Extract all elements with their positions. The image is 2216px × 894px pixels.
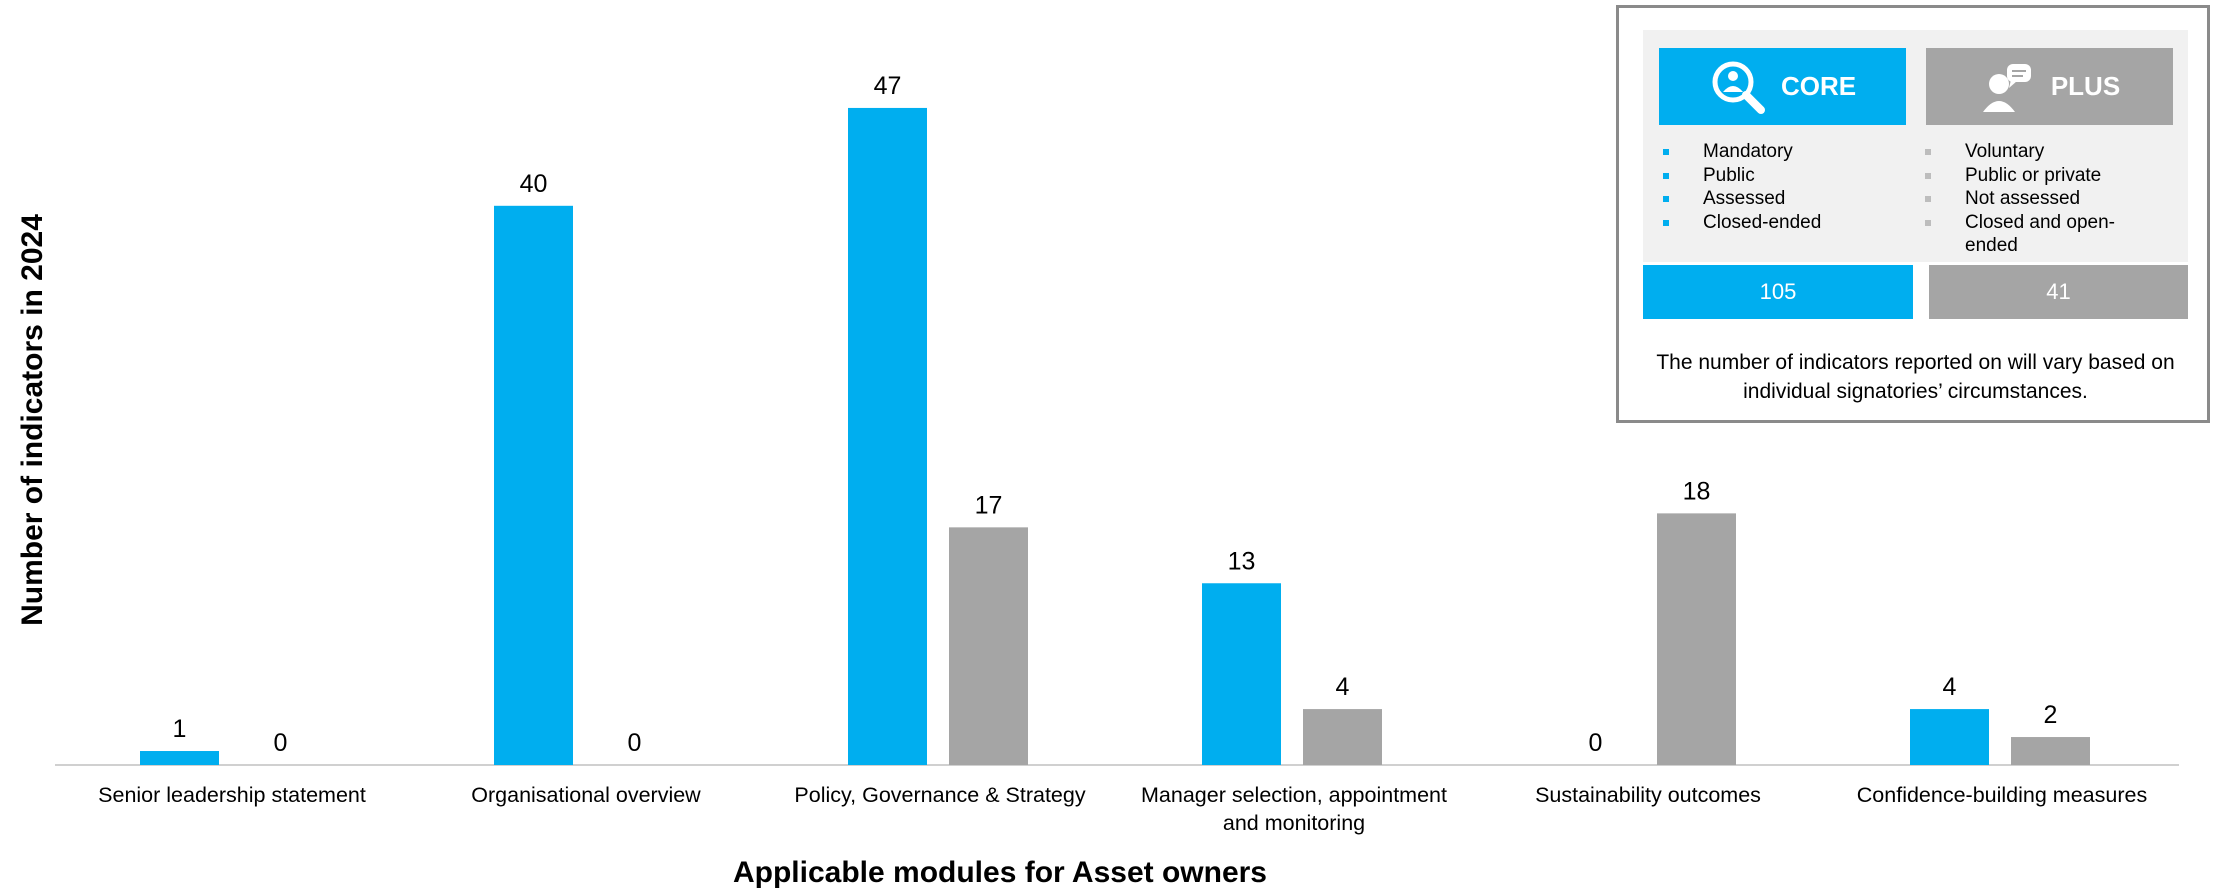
category-label: Senior leadership statement — [98, 783, 366, 807]
bar — [2011, 737, 2090, 765]
data-label: 17 — [975, 491, 1003, 519]
category-label: Organisational overview — [471, 783, 701, 807]
bar — [949, 527, 1028, 765]
legend-panel: CORE PLUS Mandatory Public Assessed Clos… — [1616, 5, 2210, 423]
list-item: Public or private — [1905, 164, 2150, 188]
data-label: 13 — [1228, 547, 1256, 575]
plus-header-label: PLUS — [2050, 71, 2121, 101]
bar — [1303, 709, 1382, 765]
core-header: CORE — [1659, 48, 1906, 125]
data-label: 1 — [173, 715, 187, 743]
core-features-list: Mandatory Public Assessed Closed-ended — [1643, 140, 1903, 234]
x-axis-label: Applicable modules for Asset owners — [732, 856, 1267, 889]
bar — [1202, 583, 1281, 765]
data-label: 4 — [1943, 673, 1957, 701]
data-label: 0 — [628, 729, 642, 757]
bar — [494, 205, 573, 766]
magnifier-person-icon — [1712, 61, 1765, 114]
person-speech-icon — [1982, 63, 2031, 112]
list-item: Mandatory — [1643, 140, 1903, 164]
list-item: Not assessed — [1905, 187, 2150, 211]
legend-note: The number of indicators reported on wil… — [1656, 351, 2175, 403]
list-item: Closed-ended — [1643, 211, 1903, 235]
bar — [848, 107, 927, 765]
category-label: Confidence-building measures — [1857, 783, 2147, 807]
data-label: 4 — [1336, 673, 1350, 701]
data-label: 2 — [2044, 701, 2058, 729]
category-label: Manager selection, appointment — [1141, 783, 1447, 807]
bar — [1657, 513, 1736, 765]
list-item: Closed and open-ended — [1905, 211, 2150, 258]
category-label: Sustainability outcomes — [1535, 783, 1761, 807]
y-axis-label: Number of indicators in 2024 — [16, 214, 49, 626]
plus-features-list: Voluntary Public or private Not assessed… — [1905, 140, 2150, 258]
category-label: and monitoring — [1223, 811, 1365, 835]
core-header-label: CORE — [1780, 71, 1857, 101]
list-item: Voluntary — [1905, 140, 2150, 164]
core-count: 105 — [1643, 265, 1913, 319]
data-label: 40 — [520, 170, 548, 198]
data-label: 47 — [874, 72, 902, 100]
plus-count: 41 — [1929, 265, 2188, 319]
category-label: Policy, Governance & Strategy — [794, 783, 1085, 807]
legend-inner-panel: CORE PLUS Mandatory Public Assessed Clos… — [1643, 30, 2188, 262]
data-label: 18 — [1683, 477, 1711, 505]
bar — [1910, 709, 1989, 765]
bar — [140, 751, 219, 765]
list-item: Assessed — [1643, 187, 1903, 211]
data-label: 0 — [1589, 729, 1603, 757]
plus-header: PLUS — [1926, 48, 2173, 125]
data-label: 0 — [274, 729, 288, 757]
list-item: Public — [1643, 164, 1903, 188]
